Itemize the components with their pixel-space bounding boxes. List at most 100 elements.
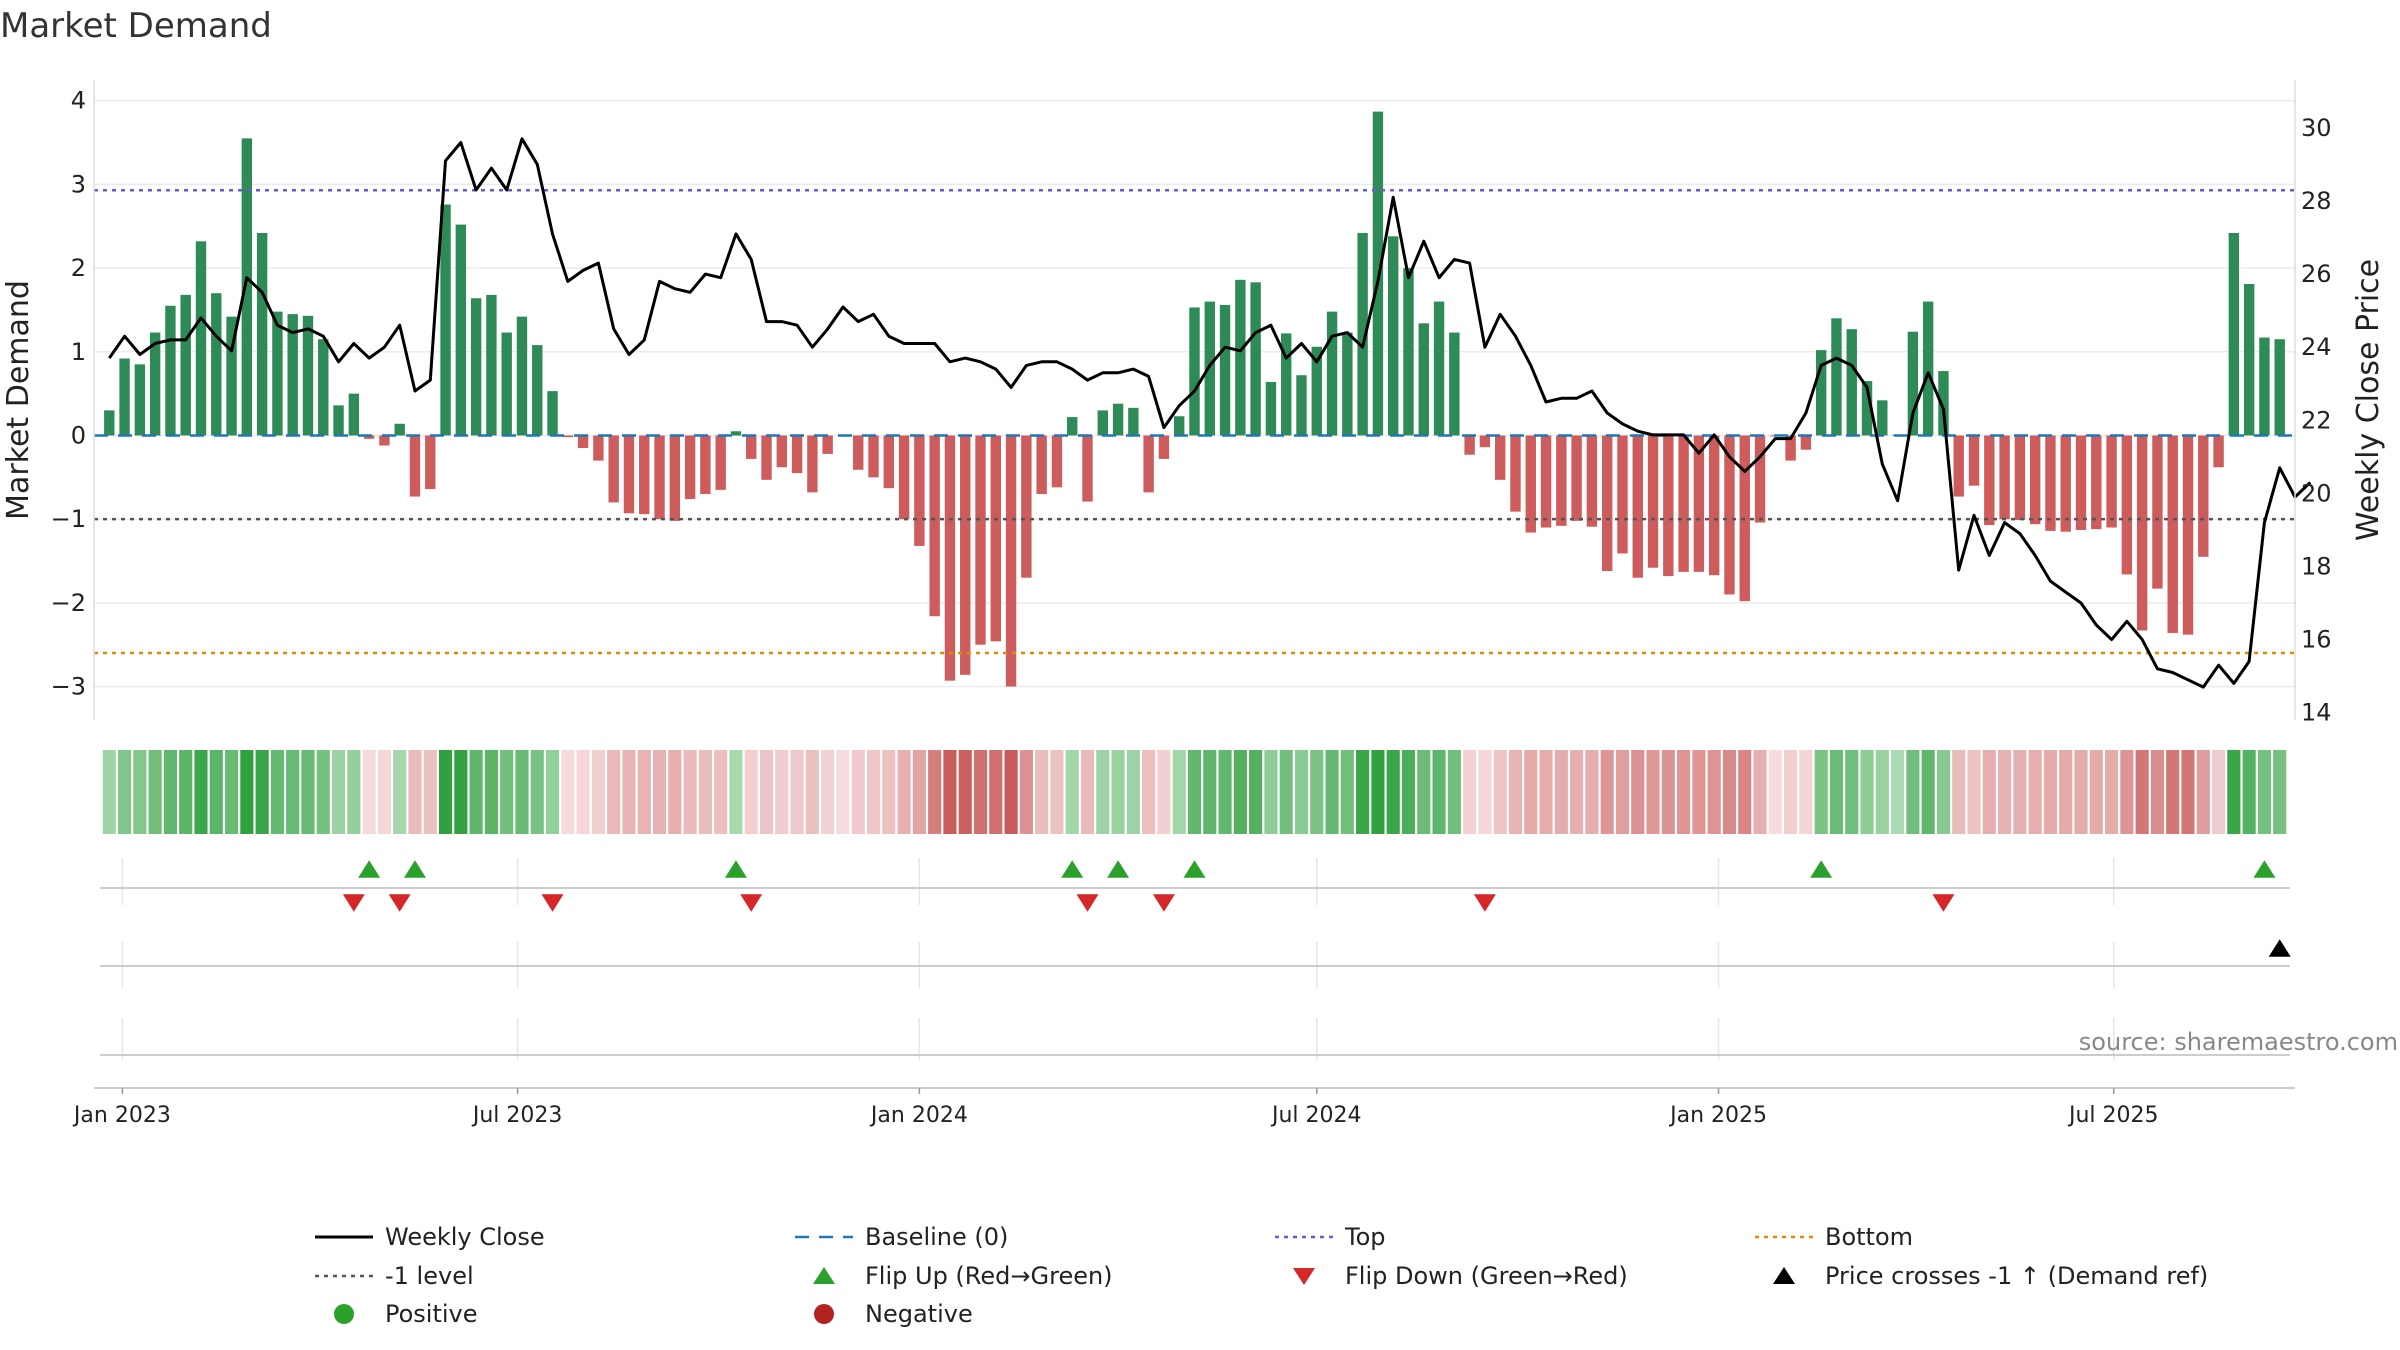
heat-cell — [316, 750, 330, 834]
demand-bar — [256, 232, 268, 436]
demand-bar — [593, 435, 604, 461]
demand-bar — [2075, 435, 2087, 531]
heat-cell — [133, 750, 147, 834]
demand-bar — [791, 435, 803, 474]
y-tick-right: 28 — [2301, 187, 2332, 215]
heat-cell — [1982, 750, 1996, 834]
demand-bar — [2136, 435, 2148, 631]
y-tick-left: −1 — [51, 505, 86, 533]
demand-bar — [608, 435, 619, 503]
heat-cell — [1524, 750, 1538, 834]
legend-label: Flip Up (Red→Green) — [865, 1262, 1113, 1290]
demand-bar — [1601, 435, 1613, 572]
source-label: source: sharemaestro.com — [2079, 1028, 2398, 1056]
heat-cell — [1493, 750, 1507, 834]
demand-bar — [1036, 435, 1047, 495]
heat-cell — [179, 750, 193, 834]
y-axis-left-label: Market Demand — [1, 280, 36, 520]
heat-cell — [958, 750, 972, 834]
demand-bar — [975, 435, 986, 645]
heat-cell — [1249, 750, 1263, 834]
demand-bar — [104, 410, 115, 436]
heat-cell — [1784, 750, 1798, 834]
demand-bar — [1724, 435, 1735, 595]
demand-bar — [2198, 435, 2209, 557]
demand-bar — [715, 435, 726, 490]
heat-cell — [2196, 750, 2210, 834]
demand-bar — [1815, 350, 1827, 436]
legend-item-flip-up: Flip Up (Red→Green) — [813, 1262, 1113, 1290]
demand-bar — [1938, 371, 1949, 436]
y-tick-left: 0 — [71, 421, 86, 449]
heat-cell — [2120, 750, 2134, 834]
demand-bar — [1984, 435, 1995, 526]
demand-bar — [149, 332, 161, 436]
demand-bar — [1281, 333, 1292, 436]
demand-bar — [1357, 232, 1368, 436]
heat-cell — [1692, 750, 1706, 834]
heat-cell — [1004, 750, 1018, 834]
flip-up-marker — [2253, 860, 2276, 878]
flip-down-marker — [740, 894, 763, 912]
heat-cell — [897, 750, 911, 834]
heat-cell — [2135, 750, 2149, 834]
heat-cell — [2212, 750, 2226, 834]
demand-bar — [1067, 417, 1078, 436]
heat-cell — [714, 750, 728, 834]
heat-cell — [1738, 750, 1752, 834]
heat-cell — [1600, 750, 1614, 834]
weekly-close-line — [108, 137, 2312, 689]
y-tick-right: 22 — [2301, 406, 2332, 434]
x-tick-label: Jan 2025 — [1668, 1103, 1767, 1128]
flip-down-marker — [1152, 894, 1175, 912]
x-tick-label: Jan 2023 — [72, 1103, 171, 1128]
demand-bar — [180, 294, 191, 436]
demand-bar — [761, 435, 772, 480]
y-tick-left: −2 — [51, 589, 86, 617]
demand-bar — [1311, 346, 1322, 436]
heat-cell — [2257, 750, 2272, 834]
heat-cell — [775, 750, 789, 834]
flip-up-marker — [1107, 860, 1130, 878]
demand-bar — [1174, 416, 1185, 436]
demand-bar — [1708, 435, 1720, 576]
demand-bar — [1953, 435, 1964, 497]
demand-bar — [1204, 301, 1215, 436]
heat-cell — [729, 750, 743, 834]
demand-bar — [1128, 407, 1139, 436]
demand-bar — [455, 224, 467, 436]
legend-item-price-cross: Price crosses -1 ↑ (Demand ref) — [1773, 1262, 2208, 1290]
heat-cell — [1356, 750, 1370, 834]
heat-cell — [1386, 750, 1400, 834]
y-tick-left: 2 — [71, 254, 86, 282]
heat-cell — [1233, 750, 1247, 834]
legend-item-weekly-close: Weekly Close — [315, 1223, 545, 1251]
legend-swatch — [1773, 1267, 1795, 1284]
flip-up-marker — [1061, 860, 1084, 878]
heat-cell — [744, 750, 758, 834]
demand-bar — [1342, 332, 1353, 436]
heat-cell — [1218, 750, 1232, 834]
legend-label: Positive — [385, 1300, 478, 1328]
demand-bar — [394, 423, 405, 436]
demand-bar — [1678, 435, 1689, 572]
demand-bar — [486, 294, 497, 436]
demand-heat-strip — [102, 750, 2287, 834]
demand-bar — [1632, 435, 1643, 578]
heat-cell — [1294, 750, 1309, 834]
heat-cell — [438, 750, 453, 834]
demand-bar — [929, 435, 940, 617]
x-tick-label: Jan 2024 — [869, 1103, 968, 1128]
heat-cell — [102, 750, 116, 834]
demand-bar — [1097, 410, 1108, 436]
legend: Weekly Close Baseline (0) Top Bottom -1 leve… — [315, 1223, 2208, 1328]
demand-bar — [684, 435, 696, 500]
heat-cell — [637, 750, 651, 834]
demand-bar — [302, 315, 314, 436]
heat-cell — [286, 750, 300, 834]
heat-cell — [912, 750, 926, 834]
heat-cell — [1753, 750, 1767, 834]
demand-bar — [1005, 435, 1017, 687]
demand-bar — [1754, 435, 1766, 523]
